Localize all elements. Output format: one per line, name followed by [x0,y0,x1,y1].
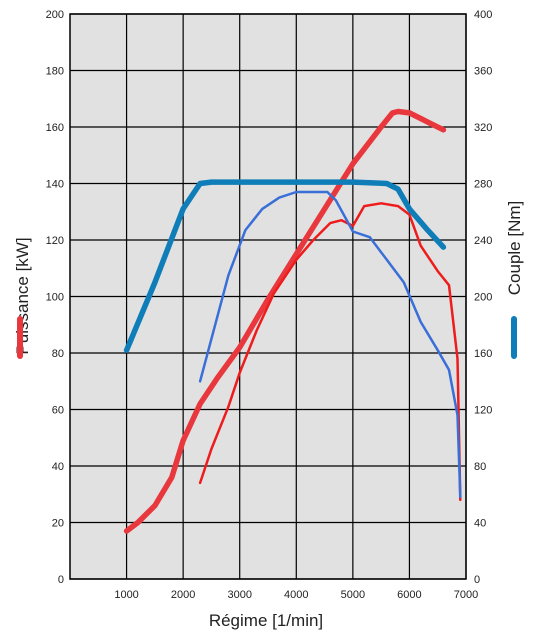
chart-series [123,108,462,534]
y-left-tick-label: 200 [46,9,64,21]
torque-line-thick [123,179,447,353]
x-tick-label: 3000 [227,589,251,601]
y-left-tick-label: 0 [58,574,64,586]
y-left-tick-label: 100 [46,292,64,304]
y-right-tick-label: 80 [474,461,486,473]
y-right-tick-label: 320 [474,122,492,134]
y-left-tick-label: 120 [46,235,64,247]
x-tick-label: 7000 [454,589,478,601]
x-tick-label: 4000 [284,589,308,601]
tick-labels: 1000 2000 3000 4000 5000 6000 7000020406080100… [46,9,493,601]
y-left-tick-label: 20 [52,518,64,530]
y-left-tick-label: 140 [46,179,64,191]
y-right-tick-label: 120 [474,405,492,417]
y-right-tick-label: 40 [474,518,486,530]
y-left-tick-label: 180 [46,66,64,78]
y-right-tick-label: 280 [474,179,492,191]
svg-text:Couple [Nm]: Couple [Nm] [505,201,524,295]
torque-line-thin [198,190,462,499]
y-right-tick-label: 400 [474,9,492,21]
y-right-axis-title: Couple [Nm] [505,201,524,295]
y-left-tick-label: 40 [52,461,64,473]
x-tick-label: 2000 [171,589,195,601]
x-axis-title: Régime [1/min] [209,611,323,630]
y-right-tick-label: 360 [474,66,492,78]
y-right-tick-label: 160 [474,348,492,360]
plot-frame [69,13,467,580]
x-tick-label: 5000 [341,589,365,601]
y-left-tick-label: 160 [46,122,64,134]
x-tick-label: 1000 [114,589,138,601]
y-right-tick-label: 240 [474,235,492,247]
x-tick-label: 6000 [397,589,421,601]
y-right-tick-label: 0 [474,574,480,586]
y-left-tick-label: 60 [52,405,64,417]
power-line-thick [123,108,447,534]
y-right-tick-label: 200 [474,292,492,304]
y-left-tick-label: 80 [52,348,64,360]
